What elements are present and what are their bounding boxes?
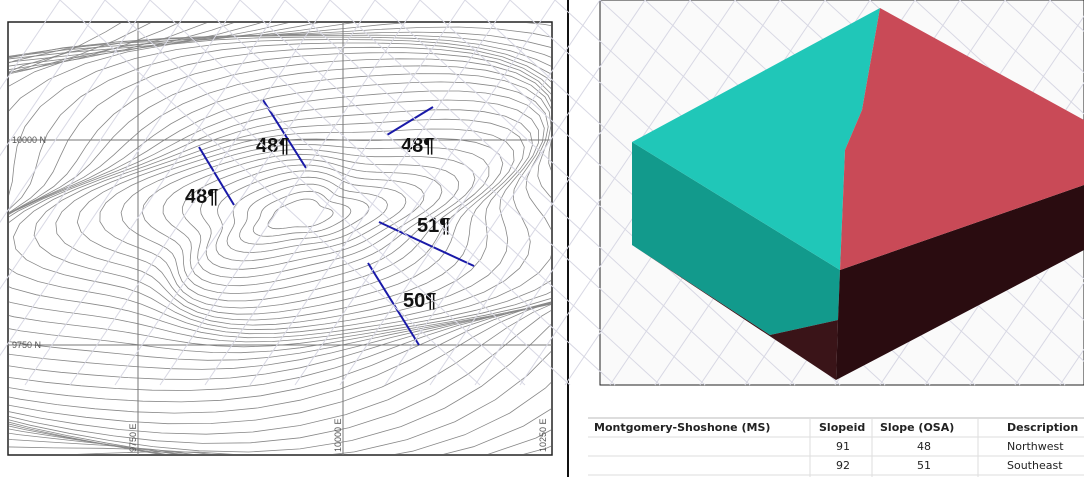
table-cell: 92 bbox=[836, 459, 850, 472]
contour bbox=[9, 23, 551, 453]
model-grid-line bbox=[194, 0, 616, 386]
model-grid-line bbox=[914, 0, 1084, 156]
model-grid-line bbox=[1014, 281, 1084, 386]
model-grid-line bbox=[959, 0, 1084, 115]
table-header: Montgomery-Shoshone (MS) bbox=[594, 421, 770, 434]
table-header: Description bbox=[1007, 421, 1078, 434]
table-cell: Northwest bbox=[1007, 440, 1064, 453]
grid-label: 10000 N bbox=[12, 135, 46, 145]
contour bbox=[9, 90, 545, 335]
contour bbox=[9, 26, 551, 435]
model-grid-line bbox=[429, 0, 691, 386]
model-grid-line bbox=[114, 0, 376, 386]
front-left-face bbox=[632, 142, 840, 335]
contour bbox=[9, 23, 551, 444]
model-grid-line bbox=[104, 0, 526, 386]
model-grid-line bbox=[59, 0, 481, 386]
contour bbox=[226, 176, 388, 253]
contour bbox=[9, 81, 551, 339]
contour bbox=[252, 190, 352, 237]
contour-map: 10000 N 9750 N 9750 E 10000 E 10250 E 48… bbox=[7, 21, 553, 456]
model-grid-line bbox=[0, 0, 241, 357]
slope-label: 51¶ bbox=[417, 215, 450, 237]
model-grid-line bbox=[159, 0, 421, 386]
slope-label: 50¶ bbox=[403, 290, 436, 312]
grid-label: 9750 N bbox=[12, 340, 41, 350]
contour bbox=[9, 42, 551, 380]
contour bbox=[9, 52, 551, 361]
front-left-base bbox=[632, 245, 838, 380]
model-grid-line bbox=[0, 0, 61, 90]
top-west bbox=[632, 8, 880, 270]
model-grid-line bbox=[474, 0, 736, 386]
contour bbox=[162, 153, 460, 287]
model-grid-line bbox=[329, 0, 751, 386]
table-cell: Southeast bbox=[1007, 459, 1063, 472]
front-right-face bbox=[836, 185, 1084, 380]
contour bbox=[9, 23, 551, 454]
contour bbox=[267, 198, 334, 230]
slope-label: 48¶ bbox=[256, 135, 289, 157]
model-grid-line bbox=[149, 0, 571, 386]
contour bbox=[141, 148, 476, 295]
contour bbox=[9, 58, 551, 354]
model-grid-line bbox=[239, 0, 661, 386]
model-grid-line bbox=[69, 0, 331, 386]
table-cell: 91 bbox=[836, 440, 850, 453]
model-grid-line bbox=[374, 0, 796, 386]
grid-label: 10250 E bbox=[538, 418, 548, 452]
model-grid-line bbox=[294, 0, 556, 386]
block-model bbox=[0, 0, 1084, 386]
model-grid-line bbox=[204, 0, 466, 386]
grid-label: 9750 E bbox=[128, 423, 138, 452]
contour bbox=[55, 118, 525, 321]
grid-label: 10000 E bbox=[333, 418, 343, 452]
model-grid-line bbox=[384, 0, 646, 386]
model-grid-line bbox=[284, 0, 706, 386]
table-header: Slope (OSA) bbox=[880, 421, 954, 434]
contour bbox=[9, 31, 551, 425]
model-grid-line bbox=[24, 0, 286, 386]
contour bbox=[33, 109, 534, 326]
model-grid-line bbox=[339, 0, 601, 386]
contour bbox=[9, 73, 551, 343]
model-grid-line bbox=[0, 0, 196, 290]
model-grid-line bbox=[249, 0, 511, 386]
top-east bbox=[840, 8, 1084, 270]
contour bbox=[9, 39, 551, 391]
contour bbox=[9, 34, 551, 414]
model-grid-line bbox=[1004, 0, 1084, 74]
map-frame bbox=[7, 21, 553, 456]
model-grid-line bbox=[969, 215, 1084, 386]
contour bbox=[181, 159, 443, 279]
contour bbox=[239, 183, 370, 245]
table-cell: 48 bbox=[917, 440, 931, 453]
model-grid-line bbox=[0, 0, 106, 157]
table: Montgomery-Shoshone (MS) Slopeid Slope (… bbox=[588, 417, 1084, 477]
contour bbox=[200, 164, 425, 270]
table-header: Slopeid bbox=[819, 421, 865, 434]
table-cell: 51 bbox=[917, 459, 931, 472]
contour bbox=[9, 65, 551, 348]
slope-label: 48¶ bbox=[401, 135, 434, 157]
model-grid-line bbox=[0, 0, 151, 224]
